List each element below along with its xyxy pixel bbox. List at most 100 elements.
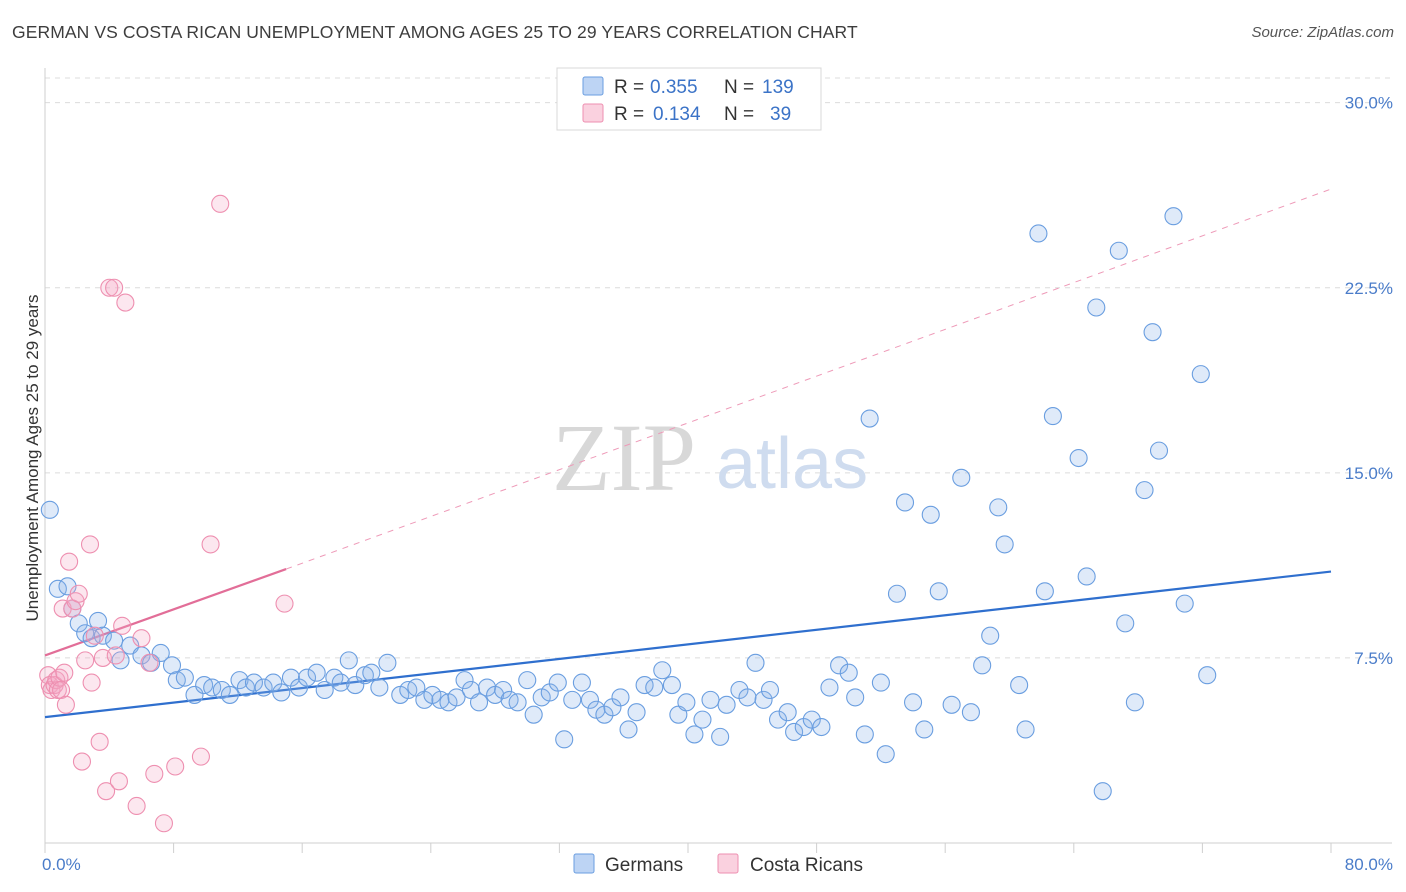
- point-germans: [701, 690, 720, 709]
- point-germans: [1149, 441, 1169, 460]
- stats-legend: R = 0.355 N = 139 R = 0.134 N = 39: [556, 67, 822, 131]
- point-germans: [895, 493, 915, 512]
- point-costa-ricans: [100, 278, 119, 297]
- point-germans: [572, 673, 591, 692]
- point-germans: [995, 535, 1014, 554]
- point-germans: [846, 688, 865, 707]
- point-germans: [839, 663, 858, 682]
- point-costa-ricans: [97, 782, 116, 801]
- point-germans: [447, 688, 466, 707]
- point-germans: [871, 673, 890, 692]
- point-germans: [760, 680, 780, 700]
- trend-line-germans: [44, 570, 1332, 719]
- point-germans: [1077, 567, 1096, 586]
- point-germans: [82, 629, 101, 648]
- point-germans: [58, 577, 77, 596]
- point-germans: [563, 690, 582, 709]
- point-germans: [693, 710, 712, 729]
- legend-n-label: N =: [724, 77, 754, 98]
- point-germans: [88, 611, 108, 630]
- point-germans: [1010, 676, 1029, 695]
- point-costa-ricans: [116, 293, 135, 312]
- legend-r-value: 0.134: [653, 104, 701, 125]
- point-germans: [1143, 323, 1162, 342]
- point-germans: [653, 661, 672, 680]
- y-tick-label: 22.5%: [1345, 279, 1393, 298]
- point-germans: [1116, 614, 1135, 633]
- point-germans: [331, 673, 350, 692]
- point-germans: [778, 703, 797, 722]
- point-costa-ricans: [85, 626, 104, 645]
- point-germans: [903, 693, 923, 712]
- series-legend: Germans Costa Ricans: [573, 853, 863, 876]
- point-germans: [508, 693, 527, 712]
- point-germans: [111, 651, 130, 670]
- y-tick-label: 15.0%: [1345, 464, 1393, 483]
- point-costa-ricans: [145, 764, 164, 783]
- trend-line-costa-ricans: [285, 188, 1332, 570]
- point-germans: [717, 695, 736, 714]
- point-germans: [746, 653, 765, 672]
- chart-source: Source: ZipAtlas.com: [1251, 24, 1394, 41]
- point-germans: [555, 730, 574, 749]
- point-costa-ricans: [275, 594, 294, 613]
- point-germans: [915, 720, 934, 739]
- point-germans: [378, 653, 397, 672]
- legend-r-label: R =: [614, 77, 644, 98]
- point-costa-ricans: [60, 552, 79, 571]
- watermark-zip: ZIP: [552, 404, 696, 511]
- point-germans: [272, 683, 291, 702]
- point-costa-ricans: [52, 680, 71, 700]
- axes: [44, 68, 1392, 853]
- chart-title: GERMAN VS COSTA RICAN UNEMPLOYMENT AMONG…: [12, 22, 858, 42]
- legend-r-value: 0.355: [650, 77, 698, 98]
- point-germans: [494, 680, 513, 700]
- trend-lines: [44, 188, 1332, 719]
- point-germans: [518, 671, 537, 690]
- point-germans: [887, 584, 907, 603]
- point-costa-ricans: [132, 629, 151, 648]
- point-germans: [754, 690, 773, 709]
- legend-swatch-costa-ricans: [582, 103, 604, 123]
- point-costa-ricans: [109, 772, 128, 791]
- point-germans: [1093, 782, 1112, 801]
- point-costa-ricans: [56, 695, 75, 714]
- y-tick-label: 7.5%: [1354, 649, 1393, 668]
- legend-r-label: R =: [614, 104, 644, 125]
- point-costa-ricans: [154, 814, 174, 833]
- point-costa-ricans: [69, 584, 88, 603]
- series-legend-swatch-costa-ricans: [717, 853, 739, 874]
- point-germans: [548, 673, 567, 692]
- point-germans: [244, 673, 264, 692]
- point-germans: [315, 680, 334, 700]
- point-costa-ricans: [90, 732, 109, 751]
- point-germans: [175, 668, 194, 687]
- legend-n-value: 39: [770, 104, 791, 125]
- point-costa-ricans: [127, 796, 146, 816]
- point-costa-ricans: [113, 616, 132, 635]
- x-tick-label: 0.0%: [42, 855, 81, 874]
- point-costa-ricans: [80, 535, 100, 554]
- data-points: [39, 194, 1217, 833]
- point-germans: [627, 703, 646, 722]
- point-germans: [362, 663, 381, 682]
- point-germans: [1164, 207, 1183, 226]
- point-germans: [876, 745, 895, 764]
- point-germans: [220, 685, 239, 704]
- point-germans: [820, 678, 839, 697]
- point-germans: [929, 582, 948, 601]
- point-costa-ricans: [105, 278, 124, 297]
- point-costa-ricans: [82, 673, 101, 692]
- grid-lines: [45, 77, 1392, 659]
- point-germans: [785, 722, 804, 742]
- point-germans: [989, 498, 1008, 517]
- point-germans: [455, 671, 474, 690]
- x-tick-labels: 0.0% 80.0%: [42, 855, 1393, 874]
- point-germans: [952, 468, 971, 487]
- point-germans: [1069, 448, 1088, 468]
- trend-line-costa-ricans: [44, 568, 287, 657]
- point-germans: [942, 695, 961, 714]
- point-germans: [230, 671, 249, 690]
- point-germans: [860, 409, 879, 428]
- point-germans: [1175, 594, 1194, 613]
